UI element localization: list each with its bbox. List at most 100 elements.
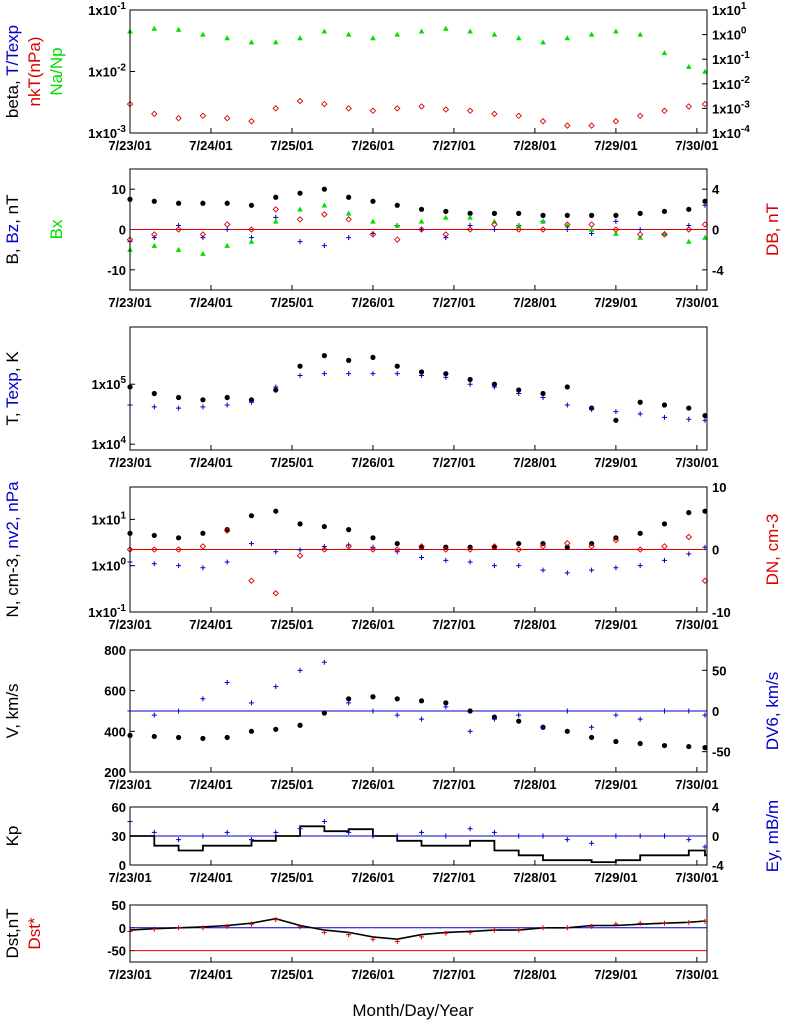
data-point xyxy=(637,411,643,417)
data-point xyxy=(370,218,376,224)
data-point xyxy=(466,226,474,233)
data-point xyxy=(321,28,328,34)
data-point xyxy=(297,521,303,527)
data-point xyxy=(588,31,595,37)
data-point xyxy=(613,28,619,34)
data-point xyxy=(200,735,206,742)
x-tick-label: 7/23/01 xyxy=(108,455,151,470)
data-point xyxy=(175,246,182,252)
data-point xyxy=(539,118,547,125)
x-tick-label: 7/26/01 xyxy=(351,138,394,153)
data-point xyxy=(467,826,473,832)
y2-tick-label: 1x10-3 xyxy=(712,99,750,116)
x-tick-label: 7/29/01 xyxy=(594,455,637,470)
data-point xyxy=(516,563,522,569)
data-point xyxy=(540,212,546,218)
data-point xyxy=(346,829,352,835)
data-point xyxy=(297,826,303,832)
data-point xyxy=(564,212,570,218)
data-point xyxy=(491,227,497,232)
data-point xyxy=(175,200,182,206)
data-point xyxy=(613,833,619,839)
panel-dst: -50 0 50 7/23/01 7/24/01 7/25/01 7/26/01 7/27/0… xyxy=(3,898,719,982)
x-tick-label: 7/24/01 xyxy=(189,870,232,885)
data-point xyxy=(661,708,667,714)
x-tick-label: 7/27/01 xyxy=(432,967,475,982)
data-point xyxy=(370,833,376,839)
data-point xyxy=(346,696,352,702)
data-point xyxy=(297,924,303,930)
data-point xyxy=(224,829,230,835)
data-point xyxy=(661,208,668,214)
data-point xyxy=(175,226,182,233)
data-point xyxy=(175,546,182,553)
y-tick-label: 1x105 xyxy=(92,375,127,392)
x-tick-label: 7/25/01 xyxy=(270,870,313,885)
plot-frame xyxy=(129,9,708,134)
x-tick-label: 7/26/01 xyxy=(351,967,394,982)
data-point xyxy=(613,212,619,218)
y2-tick-label: 1x101 xyxy=(712,1,747,18)
data-point xyxy=(588,226,595,232)
y2-tick-label: 1x10-2 xyxy=(712,75,750,92)
data-point xyxy=(686,919,692,925)
data-point xyxy=(613,218,619,224)
series-dot xyxy=(127,508,708,550)
data-point xyxy=(200,925,206,931)
panel-beta: 1x10-3 1x10-2 1x10-1 1x10-4 1x10-3 1x10-2 1x10… xyxy=(3,1,750,153)
data-point xyxy=(637,833,643,839)
data-point xyxy=(248,202,255,208)
data-point xyxy=(248,541,254,547)
data-point xyxy=(637,716,643,722)
data-point xyxy=(564,544,570,550)
data-point xyxy=(321,659,327,665)
data-point xyxy=(467,28,473,34)
data-point xyxy=(176,925,182,931)
data-point xyxy=(612,118,620,125)
data-point xyxy=(467,381,473,387)
data-point xyxy=(613,409,619,415)
data-point xyxy=(346,700,352,706)
y2-tick-label: 0 xyxy=(712,543,719,558)
data-point xyxy=(540,395,546,401)
data-point xyxy=(296,552,304,559)
y-tick-label: 1x10-3 xyxy=(88,124,126,141)
y2-tick-label: -10 xyxy=(712,605,731,620)
data-point xyxy=(394,202,400,208)
y-axis-label: Kp xyxy=(3,826,22,847)
data-point xyxy=(564,222,571,228)
data-point xyxy=(467,929,473,935)
data-point xyxy=(394,696,400,702)
data-point xyxy=(636,546,644,553)
data-point xyxy=(151,532,157,539)
data-point xyxy=(540,218,546,224)
y-tick-label: 1x101 xyxy=(92,510,127,527)
data-point xyxy=(685,238,692,244)
data-point xyxy=(248,700,254,706)
data-point xyxy=(176,708,182,714)
data-point xyxy=(418,544,425,550)
y2-tick-label: 1x10-1 xyxy=(712,50,750,67)
data-point xyxy=(346,371,352,377)
plot-frame xyxy=(129,806,708,866)
data-point xyxy=(175,394,182,401)
data-point xyxy=(224,242,230,248)
data-point xyxy=(151,733,157,740)
data-point xyxy=(223,221,231,228)
data-point xyxy=(539,226,547,233)
data-point xyxy=(686,708,692,714)
y2-tick-label: 50 xyxy=(712,663,726,678)
data-point xyxy=(442,106,450,113)
data-point xyxy=(199,543,207,550)
data-point xyxy=(297,206,303,212)
y-tick-label: 1x10-1 xyxy=(88,603,126,620)
data-point xyxy=(224,527,230,533)
data-point xyxy=(540,724,546,730)
data-point xyxy=(296,216,304,223)
data-point xyxy=(686,743,692,750)
y-axis-label-2: Dst* xyxy=(25,917,44,950)
data-point xyxy=(516,833,522,839)
data-point xyxy=(394,371,400,377)
data-point xyxy=(613,738,619,745)
